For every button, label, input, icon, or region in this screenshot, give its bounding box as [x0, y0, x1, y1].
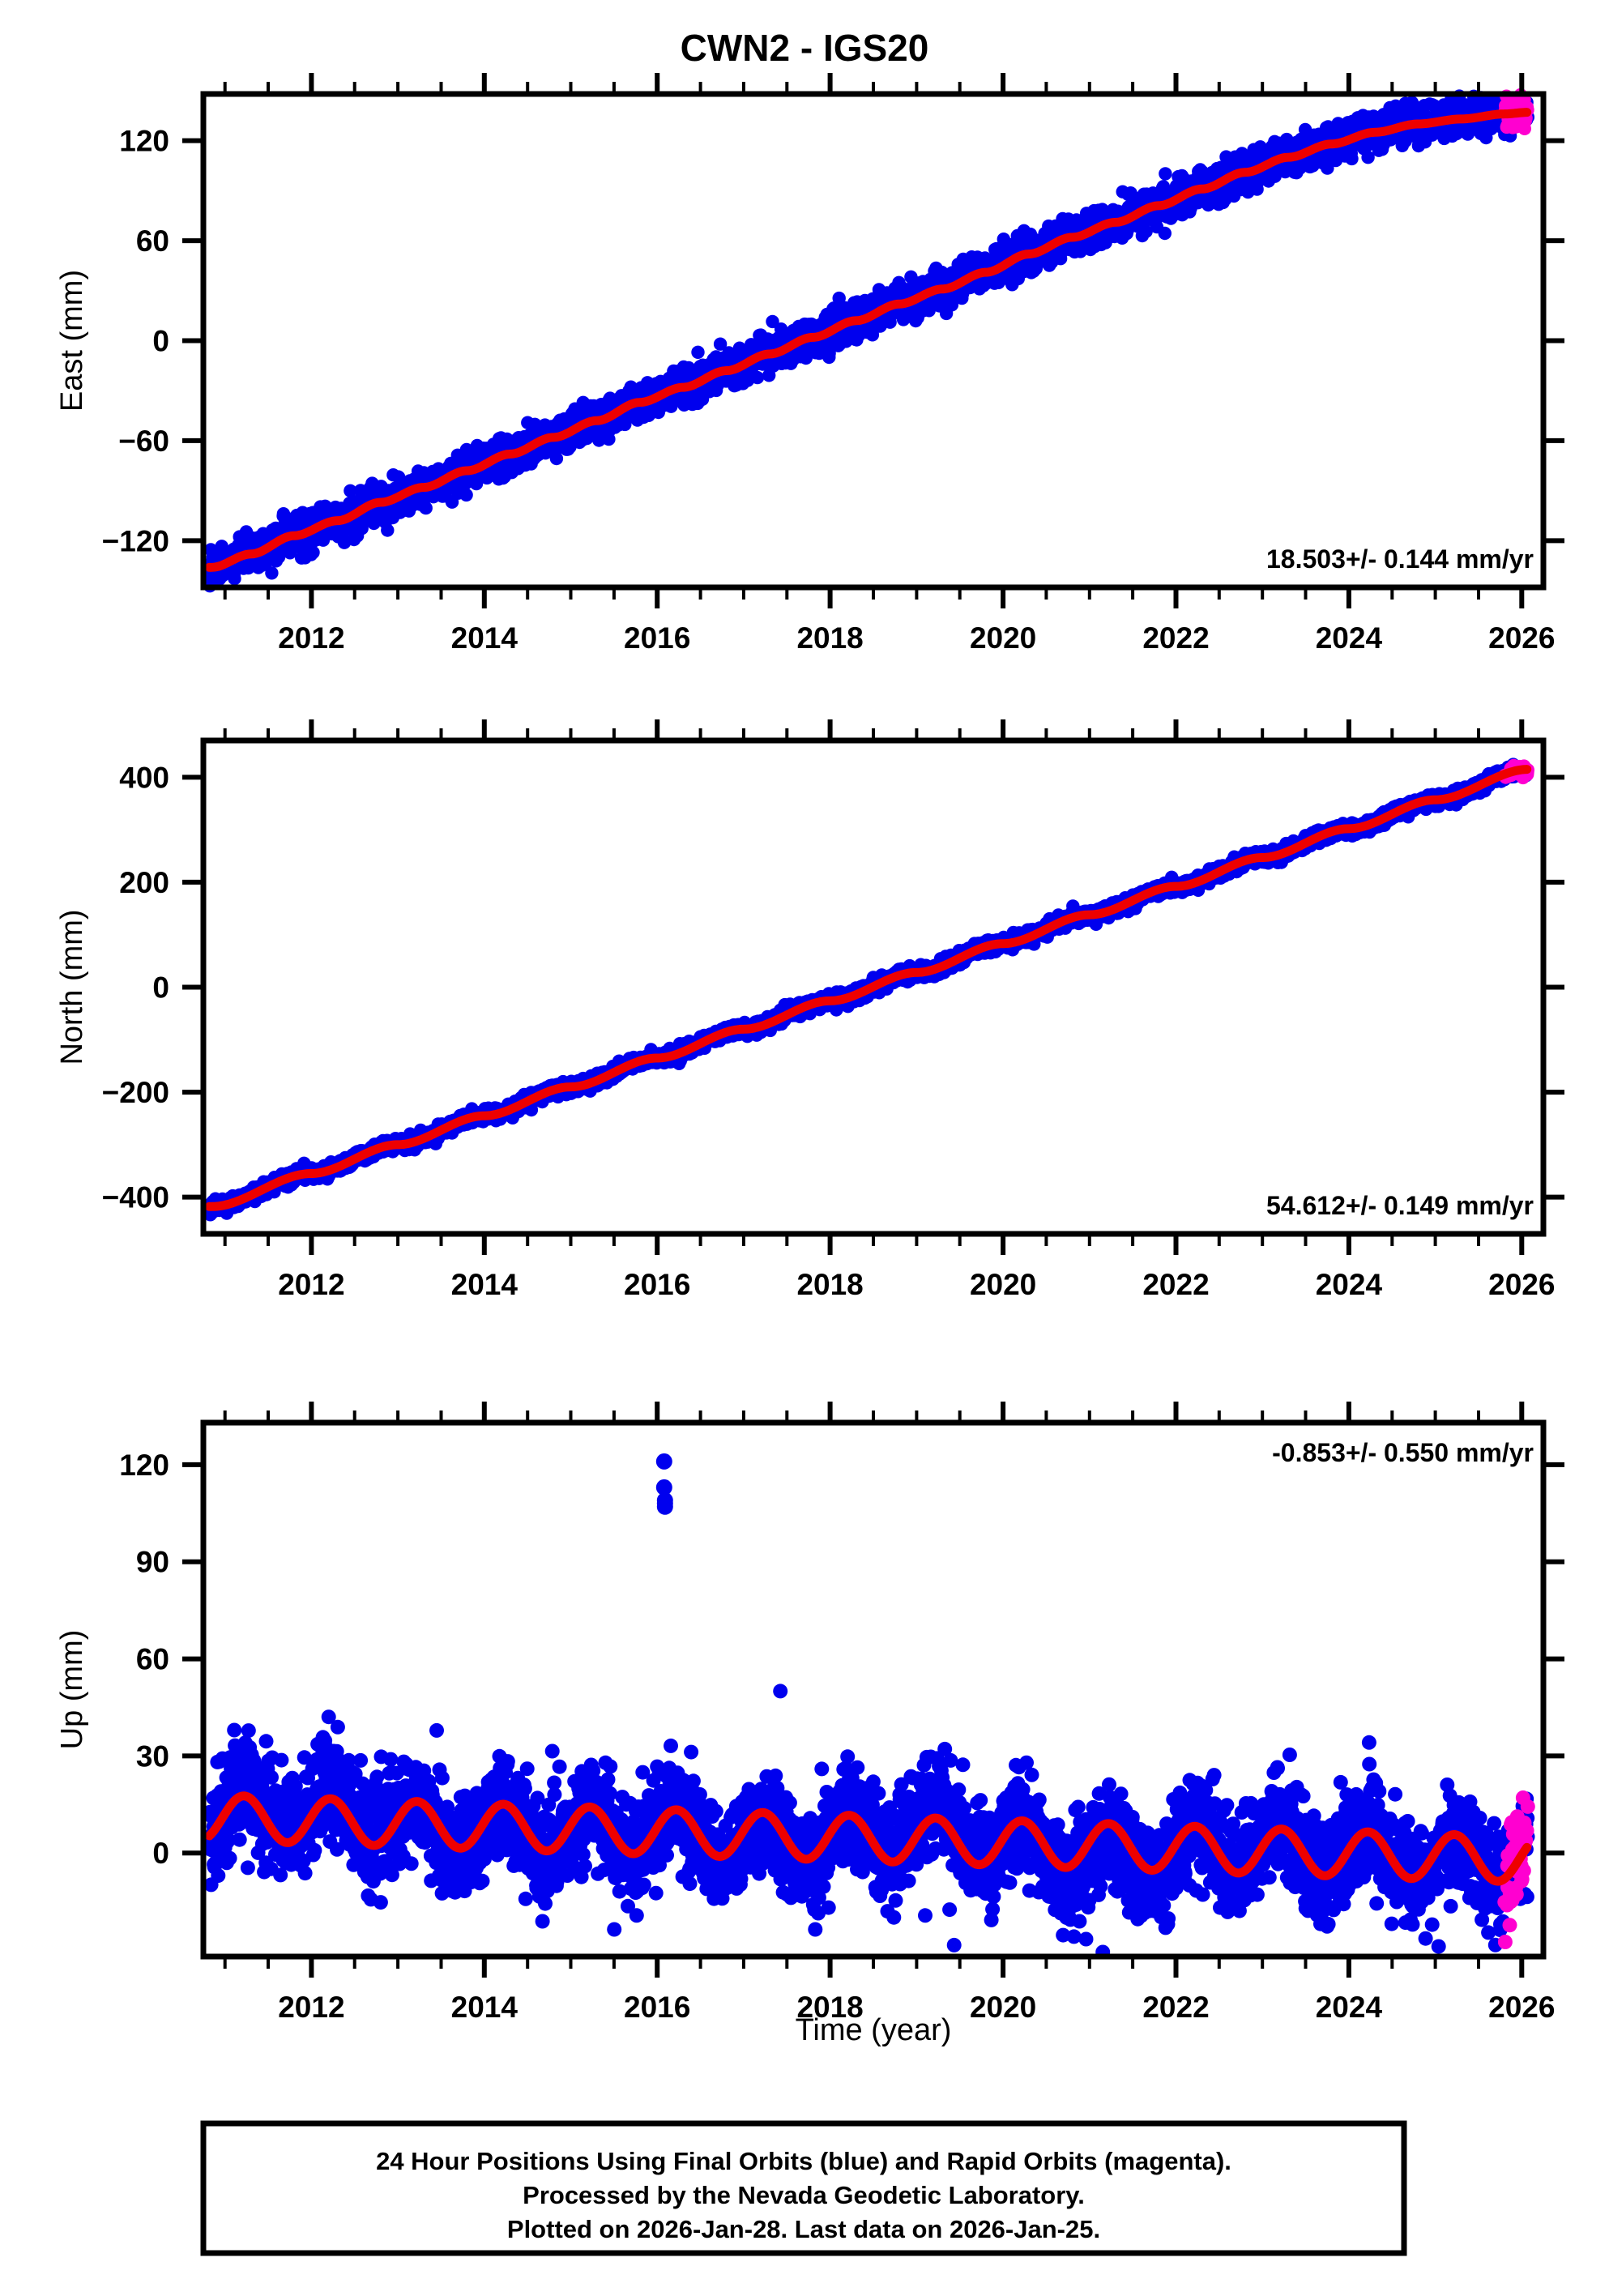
data-point	[459, 488, 473, 502]
data-point	[750, 370, 765, 385]
data-point	[306, 545, 320, 560]
x-tick-label: 2022	[1142, 621, 1209, 655]
y-tick-label: 60	[136, 224, 169, 258]
x-tick-label: 2024	[1316, 621, 1383, 655]
data-point	[549, 451, 564, 466]
y-tick-label: 0	[152, 325, 169, 358]
data-point	[344, 484, 357, 497]
data-point	[419, 501, 433, 515]
data-point	[265, 566, 279, 580]
panel-east: 2012 2014 2016 2018 2020 2022 2024 2026 −120 −60 0…	[55, 73, 1564, 655]
y-tick-label: 120	[119, 125, 169, 158]
data-point	[381, 523, 395, 537]
data-point	[1159, 167, 1172, 181]
x-tick-label: 2016	[624, 621, 690, 655]
data-point	[883, 315, 897, 329]
data-point	[691, 345, 705, 359]
y-tick-label: −60	[118, 425, 169, 458]
x-tick-label: 2012	[278, 621, 344, 655]
y-tick-label: −120	[102, 524, 169, 557]
x-tick-label: 2014	[451, 621, 519, 655]
x-tick-label: 2026	[1488, 621, 1555, 655]
data-point	[228, 572, 241, 586]
data-point	[1158, 226, 1172, 241]
data-point	[602, 432, 616, 446]
x-tick-label: 2018	[796, 621, 863, 655]
data-point	[1345, 152, 1359, 166]
page-title: CWN2 - IGS20	[681, 27, 929, 69]
y-axis-label: East (mm)	[55, 270, 89, 412]
x-tick-label: 2020	[970, 621, 1036, 655]
rate-annotation: 18.503+/- 0.144 mm/yr	[1266, 544, 1534, 574]
